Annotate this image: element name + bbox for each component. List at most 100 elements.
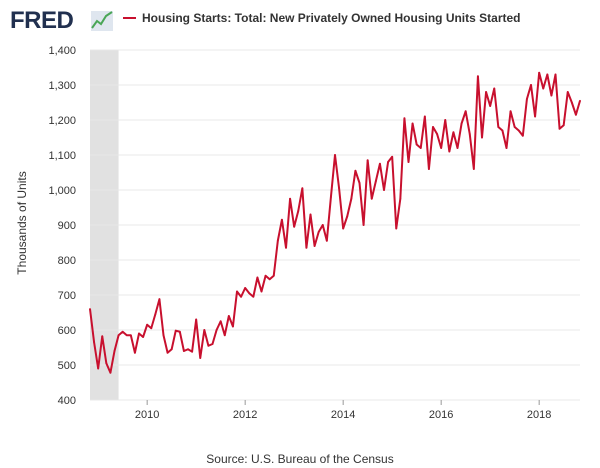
data-point [513,126,516,128]
data-point [97,367,100,370]
data-point [432,126,434,128]
data-point [579,99,581,102]
x-tick-label: 2014 [331,409,355,421]
data-point [497,126,500,128]
data-point [530,84,532,86]
data-point [334,154,336,156]
data-point [362,224,365,226]
data-point [383,189,385,191]
data-point [252,295,255,298]
data-point [101,335,104,338]
data-point [436,133,438,135]
data-point [191,350,193,353]
data-point [125,334,128,337]
data-point [423,115,426,118]
data-point [489,105,492,107]
data-points [89,71,581,374]
data-point [105,362,108,365]
data-point [93,341,95,344]
data-point [456,147,459,149]
data-point [472,168,475,170]
data-point [109,371,112,374]
data-point [391,155,394,158]
data-point [183,350,185,352]
data-point [534,115,536,118]
y-tick-label: 1,100 [48,150,76,162]
data-point [227,315,230,317]
data-point [195,318,198,321]
data-point [240,295,242,298]
y-tick-label: 1,200 [48,115,76,127]
fred-logo[interactable]: FRED [10,7,113,34]
data-point [521,134,524,137]
data-point [276,239,279,242]
data-point [493,87,496,90]
data-point [219,320,222,323]
data-point [546,73,549,76]
x-tick-label: 2010 [135,409,159,421]
fred-logo-text: FRED [10,7,74,34]
data-point [517,129,520,132]
data-point [281,218,283,221]
data-point [485,91,487,93]
y-tick-label: 500 [58,360,76,372]
data-point [309,213,312,216]
data-point [215,329,218,331]
data-point [134,351,136,354]
data-point [260,290,263,293]
data-point [289,197,291,200]
data-point [89,308,91,310]
y-tick-label: 400 [58,395,76,407]
data-point [138,332,140,335]
data-point [481,136,483,139]
data-point [509,110,512,113]
data-point [411,122,414,125]
data-point [248,292,251,295]
data-point [154,313,157,316]
data-point [358,182,361,184]
data-point [236,290,238,293]
data-point [244,287,247,289]
x-tick-label: 2012 [233,409,257,421]
data-point [256,276,259,279]
data-point [203,329,206,331]
data-point [350,197,353,200]
data-point [526,98,528,100]
y-tick-label: 900 [58,220,76,232]
gridlines [90,49,580,401]
data-point [232,325,234,328]
data-point [440,147,443,149]
data-point [554,73,557,76]
data-point [550,94,553,97]
data-point [468,133,471,135]
data-point [264,274,267,277]
data-point [374,180,377,183]
data-point [562,124,565,127]
data-point [293,225,296,228]
data-point [570,101,573,104]
data-point [211,343,214,345]
data-point [285,246,287,249]
data-point [342,227,345,230]
data-point [428,168,430,170]
y-axis-title: Thousands of Units [15,171,29,274]
data-point [113,350,116,352]
data-point [464,110,467,113]
data-point [146,323,149,326]
x-axis: 2010 2012 2014 2016 2018 [135,400,551,421]
data-point [501,129,504,132]
data-point [415,143,418,146]
data-point [575,113,577,116]
fred-logo-chart-icon [91,11,113,31]
series-line [89,71,581,374]
data-point [387,161,389,163]
data-point [330,196,332,198]
data-point [174,329,177,332]
data-point [477,75,479,78]
data-point [354,169,357,172]
data-point [558,127,561,130]
data-point [158,298,161,301]
data-point [399,197,402,200]
data-point [301,187,304,190]
